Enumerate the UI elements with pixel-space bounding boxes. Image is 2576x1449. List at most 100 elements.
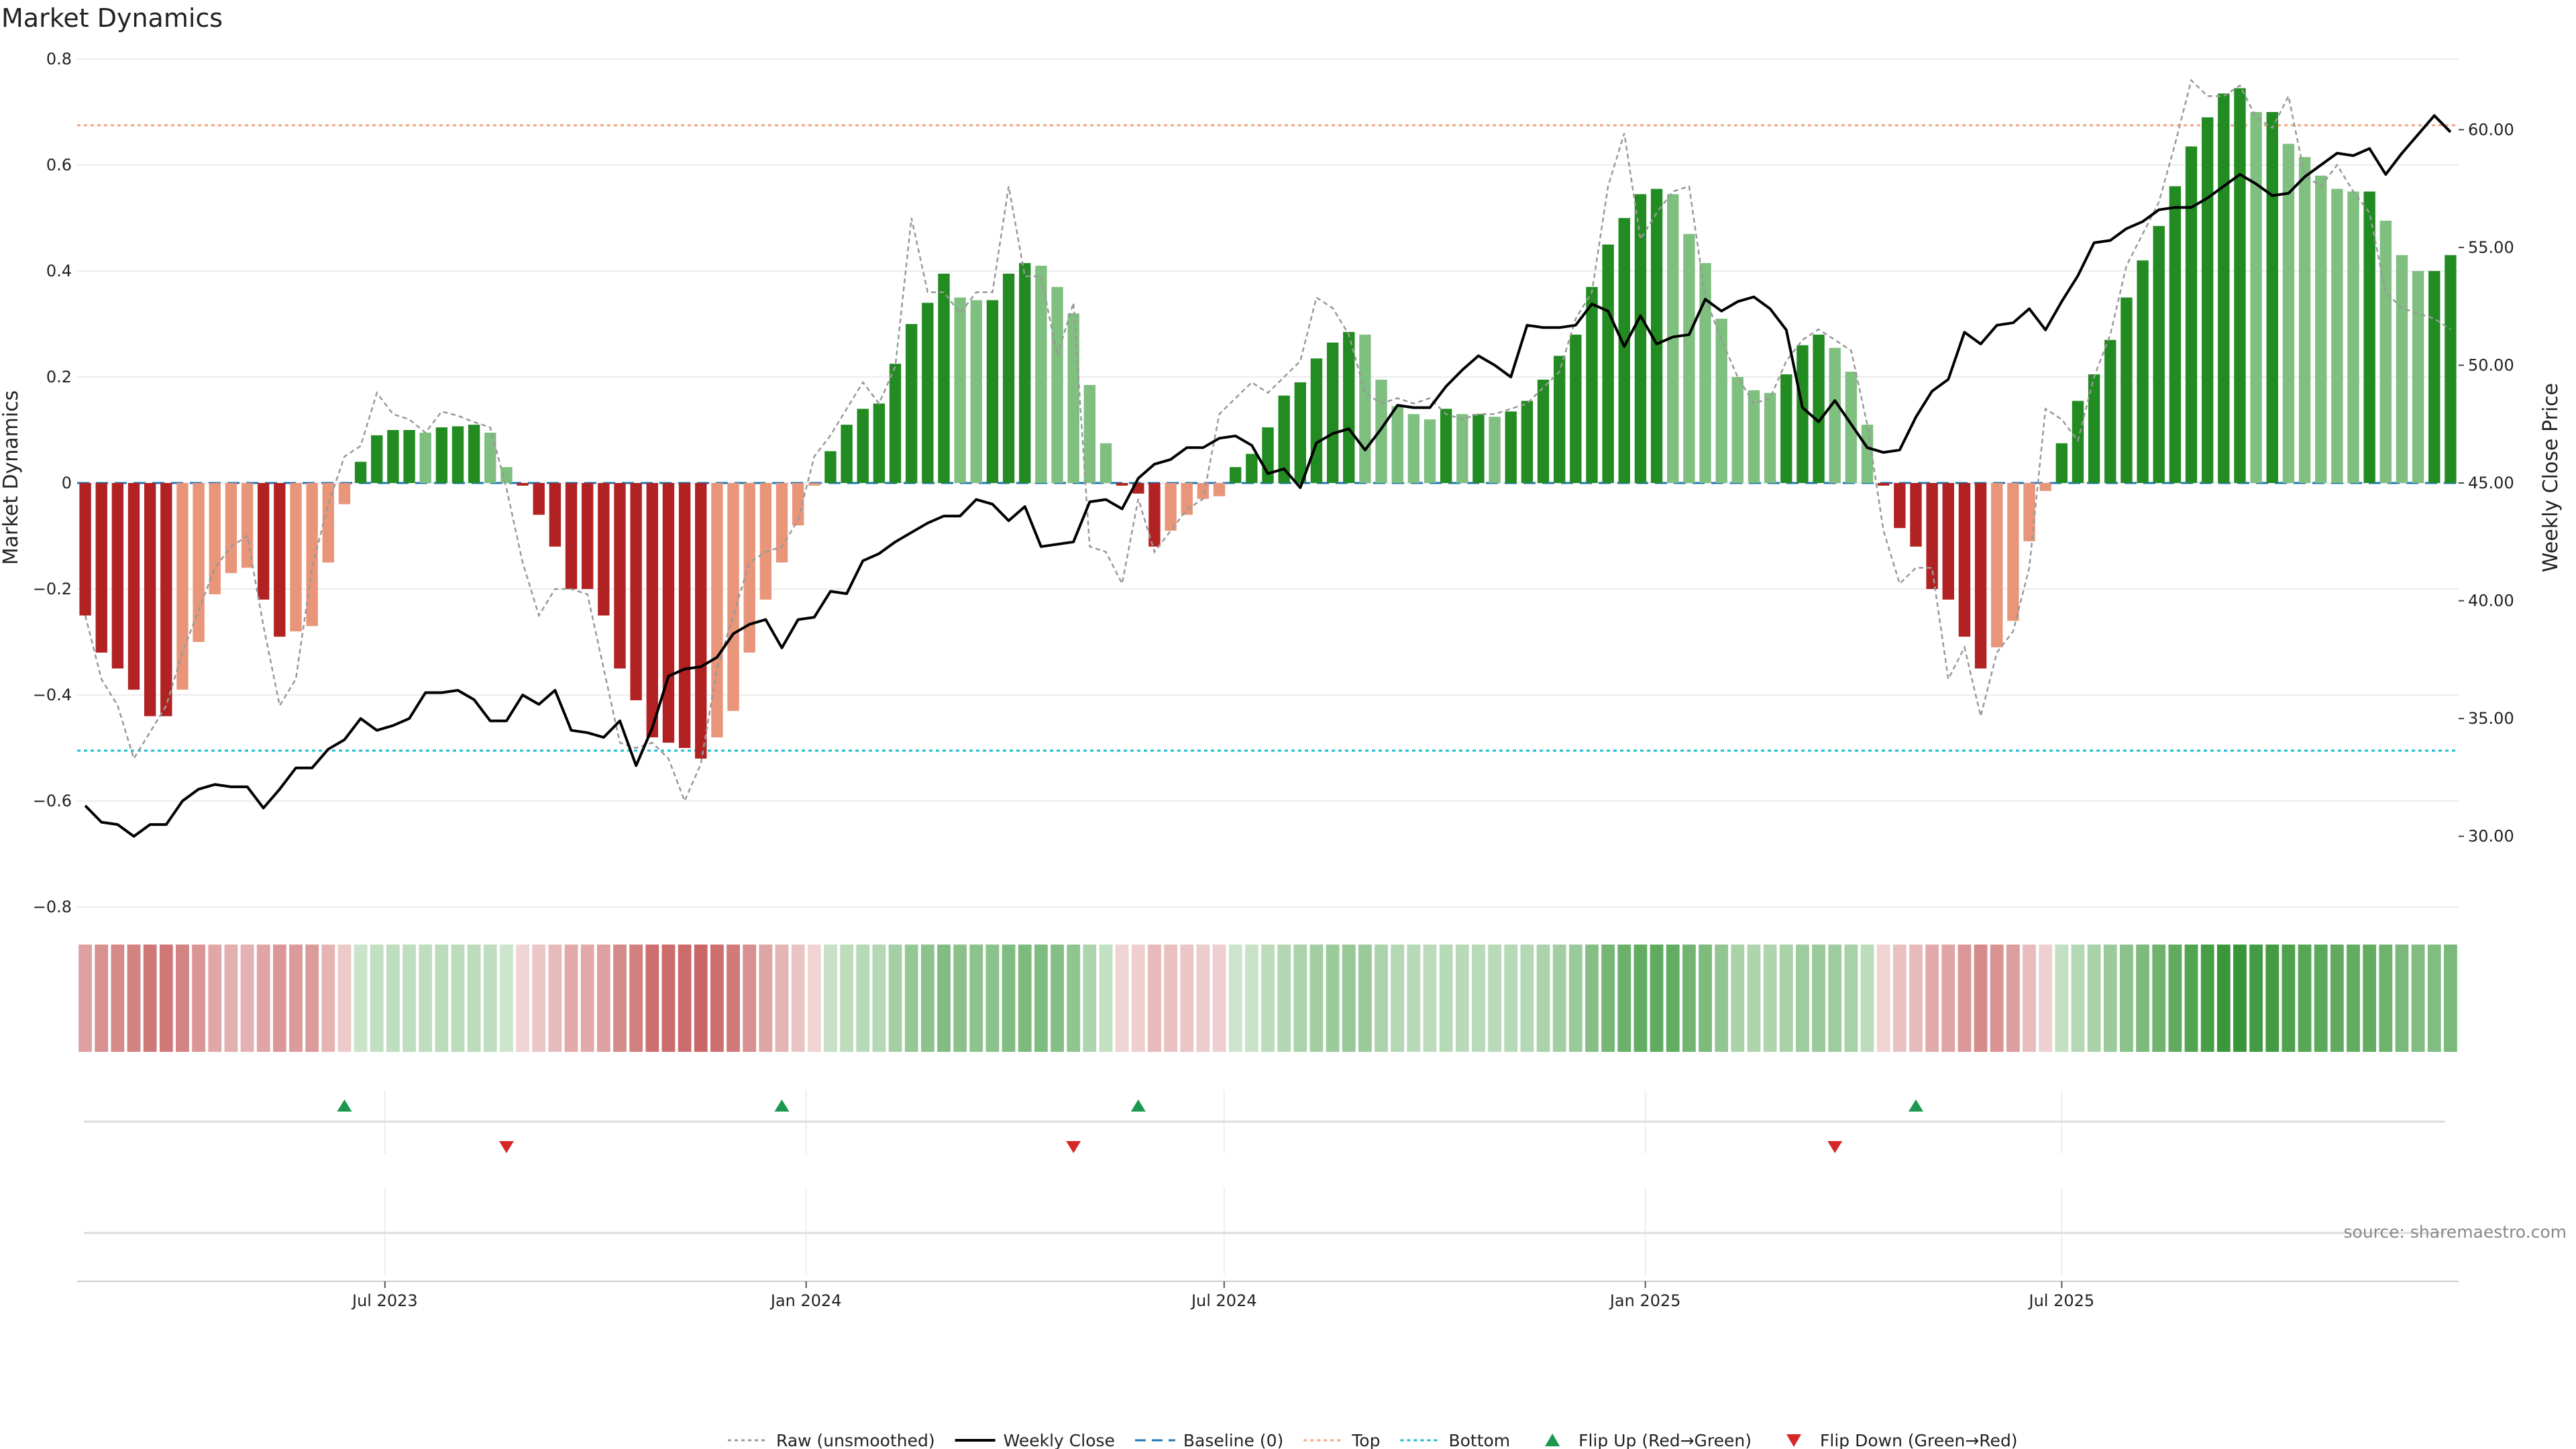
heat-cell — [1375, 945, 1388, 1052]
dynamics-bar — [371, 435, 383, 483]
dynamics-bar — [338, 483, 351, 504]
dynamics-bar — [1278, 395, 1290, 483]
dynamics-bar — [225, 483, 237, 574]
heat-cell — [289, 945, 303, 1052]
heat-cell — [143, 945, 157, 1052]
dynamics-bar — [2428, 271, 2440, 483]
dynamics-bar — [1343, 331, 1355, 483]
heat-cell — [1148, 945, 1161, 1052]
dynamics-bar — [468, 425, 480, 483]
heat-cell — [1812, 945, 1825, 1052]
left-tick-label: −0.4 — [33, 686, 72, 704]
dynamics-bar — [2185, 146, 2198, 483]
dynamics-bar — [1391, 406, 1403, 483]
dynamics-bar — [1780, 374, 1792, 483]
dynamics-bar — [824, 451, 837, 483]
right-axis: 60.00 55.00 50.00 45.00 40.00 35.00 30.00 — [2459, 120, 2514, 846]
heat-cell — [888, 945, 902, 1052]
dynamics-bar — [906, 324, 918, 483]
heat-cell — [904, 945, 918, 1052]
dynamics-bar — [1019, 263, 1031, 483]
heat-cell — [2282, 945, 2296, 1052]
heat-cell — [2395, 945, 2409, 1052]
heat-cell — [2427, 945, 2441, 1052]
dynamics-bar — [111, 483, 124, 669]
dynamics-bar — [857, 409, 869, 483]
dynamics-bar — [1310, 358, 1323, 483]
heat-cell — [370, 945, 384, 1052]
flip-down-marker — [498, 1141, 514, 1153]
dynamics-bar — [743, 483, 755, 653]
heat-cell — [419, 945, 433, 1052]
heat-cell — [2363, 945, 2377, 1052]
heat-cell — [159, 945, 173, 1052]
dynamics-bar — [1472, 414, 1485, 483]
heat-cell — [1957, 945, 1972, 1052]
heat-cell — [1909, 945, 1923, 1052]
dynamics-bar — [79, 483, 91, 616]
heat-cell — [1601, 945, 1615, 1052]
left-axis: 0.8 0.6 0.4 0.2 0 −0.2 −0.4 −0.6 −0.8 — [33, 50, 72, 916]
dynamics-bar — [614, 483, 626, 669]
dynamics-bar — [1035, 266, 1047, 483]
dynamics-bar — [1991, 483, 2003, 647]
right-tick-label: 40.00 — [2468, 592, 2514, 610]
dynamics-bar — [582, 483, 594, 589]
dynamics-bar — [241, 483, 254, 568]
x-tick-label: Jul 2024 — [1190, 1291, 1257, 1310]
heat-cell — [2087, 945, 2101, 1052]
heat-cell — [596, 945, 610, 1052]
dynamics-bar — [484, 432, 496, 483]
heat-cell — [743, 945, 757, 1052]
source-text: source: sharemaestro.com — [2344, 1222, 2567, 1242]
heat-cell — [500, 945, 513, 1052]
heat-cell — [872, 945, 886, 1052]
heat-cell — [1731, 945, 1745, 1052]
dynamics-bar — [1602, 244, 1614, 483]
dynamics-bar — [517, 483, 529, 486]
heat-cell — [953, 945, 967, 1052]
dynamics-bar — [775, 483, 788, 563]
dynamics-bar — [160, 483, 172, 716]
heat-cell — [985, 945, 1000, 1052]
dynamics-bar — [193, 483, 205, 642]
heat-cell — [1715, 945, 1729, 1052]
dynamics-bar — [1407, 414, 1420, 483]
heat-cell — [1585, 945, 1599, 1052]
heat-cell — [1261, 945, 1275, 1052]
legend-label: Bottom — [1448, 1431, 1510, 1449]
heat-cell — [111, 945, 125, 1052]
dynamics-bar — [1375, 379, 1387, 483]
heat-cell — [1828, 945, 1842, 1052]
heat-cell — [969, 945, 983, 1052]
dynamics-bar — [1537, 379, 1550, 483]
heat-cell — [2120, 945, 2133, 1052]
heat-cell — [451, 945, 465, 1052]
heat-cell — [337, 945, 352, 1052]
dynamics-bar — [1083, 384, 1096, 483]
left-tick-label: −0.8 — [33, 898, 72, 916]
dynamics-bar — [1910, 483, 1922, 547]
heat-cell — [1472, 945, 1485, 1052]
heat-cell — [1034, 945, 1048, 1052]
flip-up-marker — [774, 1099, 790, 1112]
dynamics-bar — [938, 273, 950, 483]
dynamics-bar — [954, 297, 966, 483]
heat-cell — [1455, 945, 1469, 1052]
dynamics-bar — [808, 483, 820, 486]
dynamics-bar — [1456, 414, 1468, 483]
right-tick-label: 45.00 — [2468, 474, 2514, 492]
heat-cell — [2330, 945, 2344, 1052]
heat-cell — [1779, 945, 1793, 1052]
dynamics-bar — [1813, 334, 1825, 483]
heat-cell — [710, 945, 724, 1052]
dynamics-bar — [1246, 453, 1258, 483]
dynamics-bar — [1165, 483, 1177, 531]
heat-cell — [1131, 945, 1145, 1052]
dynamics-bar — [1667, 194, 1679, 483]
dynamics-bar — [258, 483, 270, 600]
heat-cell — [516, 945, 530, 1052]
left-axis-title: Market Dynamics — [0, 390, 23, 566]
heat-cell — [613, 945, 627, 1052]
dynamics-bar — [176, 483, 189, 690]
